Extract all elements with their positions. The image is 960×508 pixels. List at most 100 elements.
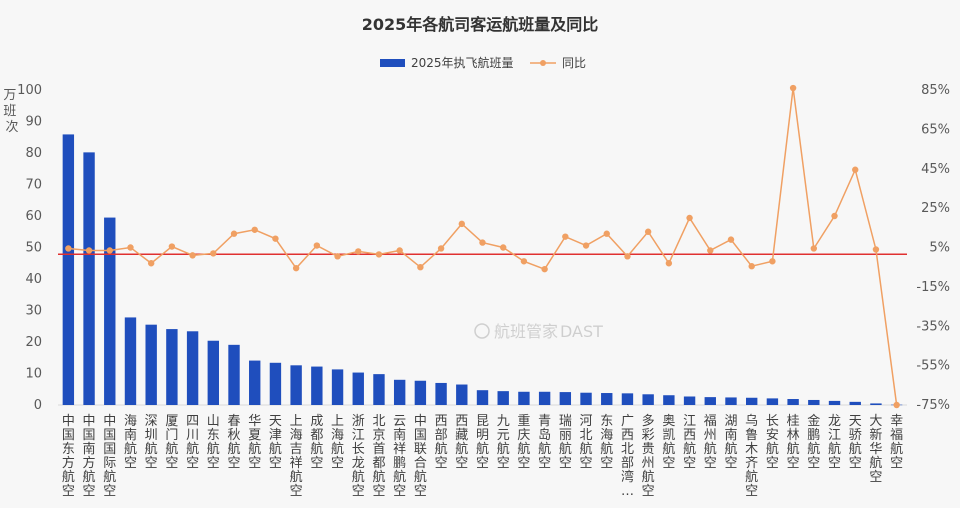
category-label: 福州航空	[704, 414, 717, 471]
bar	[207, 340, 219, 405]
bar	[766, 398, 779, 405]
category-label: 厦门航空	[165, 414, 178, 471]
bar-series	[62, 134, 903, 406]
category-label: 东海航空	[600, 414, 613, 471]
bar	[476, 390, 489, 405]
yoy-point	[520, 258, 528, 265]
bar	[166, 329, 178, 405]
category-label: 云南祥鹏航空	[393, 414, 406, 499]
y-axis-title-char: 班	[3, 104, 16, 119]
yoy-point	[541, 265, 548, 273]
category-label: 成都航空	[310, 414, 323, 471]
legend-bar-swatch	[380, 59, 405, 67]
bar	[642, 394, 654, 405]
category-label: 江西航空	[683, 414, 696, 471]
yoy-point	[210, 250, 217, 257]
bar	[849, 401, 861, 405]
yoy-point	[789, 84, 797, 92]
y-tick-label: 60	[25, 209, 42, 224]
yoy-point	[334, 253, 341, 260]
bar	[124, 317, 137, 405]
category-label: 桂林航空	[787, 414, 800, 471]
category-label: 北京首都航空	[372, 414, 385, 499]
yoy-point	[458, 220, 465, 228]
yoy-point	[230, 230, 238, 237]
category-label: 上海航空	[331, 414, 344, 471]
chart-title: 2025年各航司客运航班量及同比	[362, 15, 599, 34]
yoy-point	[769, 258, 776, 265]
category-label: 海南航空	[124, 414, 137, 471]
y2-tick-label: 45%	[921, 162, 950, 177]
y-axis-title-char: 万	[3, 88, 16, 103]
yoy-point	[686, 214, 693, 222]
x-axis-categories: 中国东方航空中国南方航空中国国际航空海南航空深圳航空厦门航空四川航空山东航空春秋…	[62, 413, 903, 499]
bar	[559, 392, 572, 405]
watermark-logo-icon	[474, 323, 490, 339]
bar	[497, 391, 509, 405]
legend-line-marker	[540, 60, 546, 66]
yoy-point	[479, 239, 486, 246]
watermark: 航班管家 DAST	[474, 322, 603, 341]
legend: 2025年执飞航班量 同比	[380, 55, 586, 70]
category-label: 中国国际航空	[103, 414, 116, 499]
category-label: 中国东方航空	[62, 414, 75, 499]
category-label: 四川航空	[186, 414, 199, 471]
yoy-point	[562, 233, 569, 240]
yoy-point	[272, 235, 279, 242]
bar	[580, 392, 592, 405]
category-label: 多彩贵州航空	[642, 413, 655, 499]
bar	[414, 380, 427, 405]
y2-tick-label: -55%	[916, 359, 950, 374]
y2-tick-label: -75%	[916, 398, 950, 413]
bar	[331, 369, 344, 405]
bar	[621, 393, 634, 405]
category-label: 奥凯航空	[662, 414, 675, 471]
y-axis-title: 万 班 次	[3, 88, 20, 135]
bar	[352, 372, 364, 405]
category-label: 大新华航空	[869, 414, 882, 485]
y-tick-label: 70	[25, 178, 42, 193]
bar	[456, 384, 468, 405]
category-label: 上海吉祥航空	[290, 414, 303, 499]
bar	[269, 362, 282, 405]
yoy-point	[396, 247, 403, 254]
y2-axis-ticks: 85% 65% 45% 25% 5% -15% -35% -55% -75%	[916, 83, 950, 413]
yoy-point	[707, 247, 714, 254]
bar	[870, 403, 882, 405]
watermark-sub: DAST	[560, 322, 603, 341]
y2-tick-label: -35%	[916, 319, 950, 334]
yoy-point	[872, 246, 880, 253]
category-label: 西藏航空	[455, 414, 468, 471]
y2-tick-label: 5%	[929, 241, 950, 256]
category-label: 幸福航空	[890, 414, 903, 471]
yoy-point	[355, 248, 362, 255]
bar	[746, 397, 758, 405]
category-label: 长安航空	[766, 414, 779, 471]
yoy-point	[727, 236, 735, 243]
yoy-point	[665, 260, 673, 267]
category-label: 中国联合航空	[414, 414, 427, 499]
watermark-brand: 航班管家	[494, 322, 558, 341]
category-label: 山东航空	[207, 414, 220, 471]
y2-tick-label: -15%	[916, 280, 950, 295]
yoy-point	[624, 253, 631, 260]
category-label: 浙江长龙航空	[352, 414, 365, 499]
y2-tick-label: 85%	[921, 83, 950, 98]
category-label: 重庆航空	[517, 413, 530, 471]
yoy-point	[417, 263, 424, 271]
y-tick-label: 20	[25, 335, 42, 350]
y-tick-label: 30	[25, 304, 42, 319]
y-tick-label: 50	[25, 241, 42, 256]
yoy-point	[893, 401, 900, 409]
yoy-point	[189, 252, 196, 259]
category-label: 金鹏航空	[807, 413, 820, 471]
y-tick-label: 0	[34, 398, 42, 413]
bar	[828, 400, 841, 405]
bar	[518, 391, 530, 405]
yoy-point	[831, 212, 838, 220]
yoy-point	[500, 244, 507, 251]
bar	[145, 324, 157, 405]
yoy-point	[810, 245, 818, 252]
yoy-point	[65, 245, 72, 252]
category-label: 河北航空	[580, 414, 593, 471]
